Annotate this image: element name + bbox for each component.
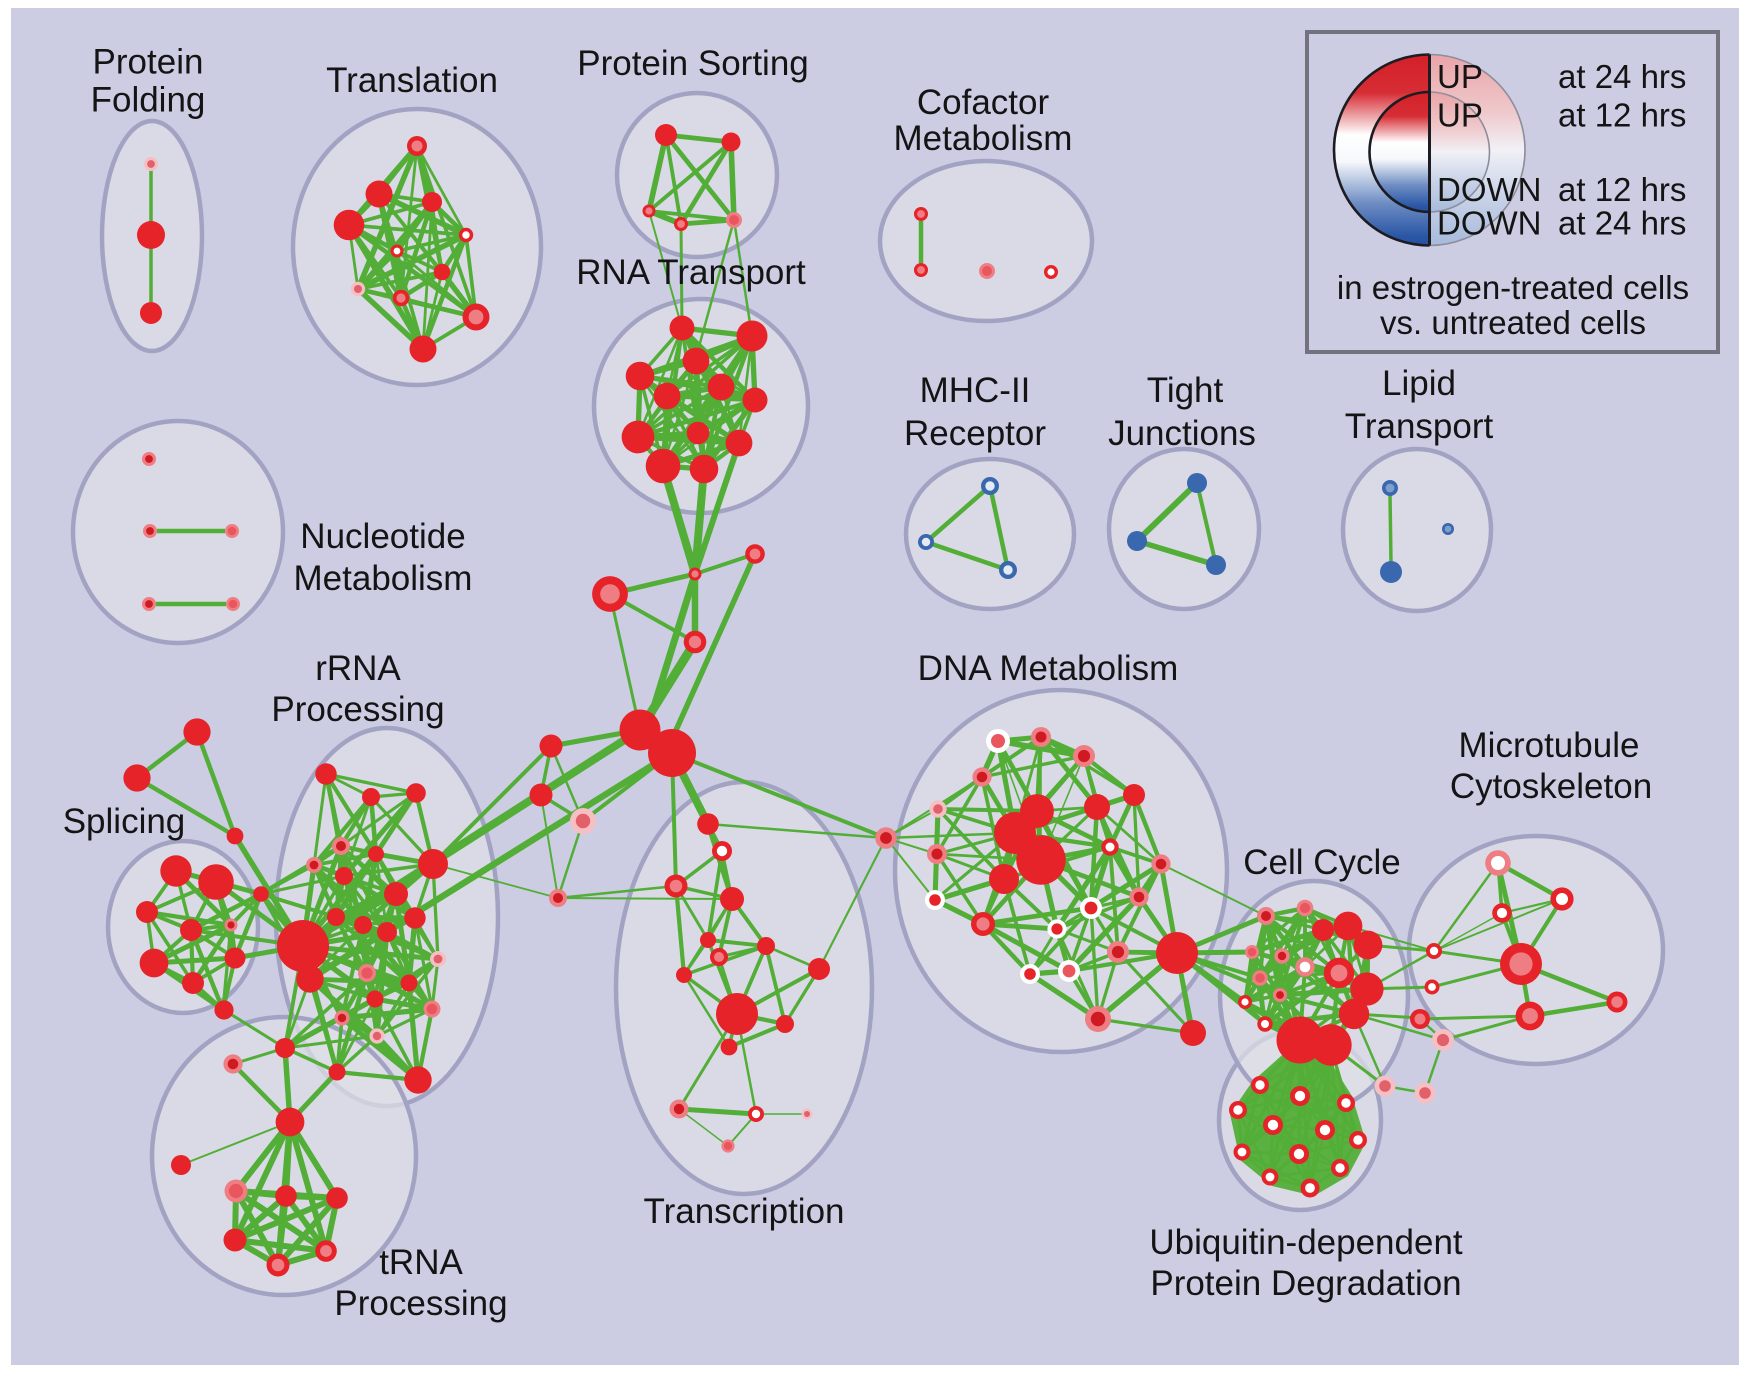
- svg-text:DNA Metabolism: DNA Metabolism: [918, 649, 1179, 688]
- svg-text:UP: UP: [1437, 97, 1483, 134]
- svg-text:Protein Sorting: Protein Sorting: [577, 44, 809, 83]
- svg-text:at 24 hrs: at 24 hrs: [1558, 205, 1686, 242]
- svg-text:Processing: Processing: [334, 1284, 507, 1323]
- svg-text:Processing: Processing: [271, 690, 444, 729]
- svg-text:at 12 hrs: at 12 hrs: [1558, 97, 1686, 134]
- svg-text:Cytoskeleton: Cytoskeleton: [1450, 767, 1652, 806]
- svg-text:Protein: Protein: [93, 43, 204, 82]
- svg-text:Splicing: Splicing: [63, 802, 186, 841]
- svg-text:at 24 hrs: at 24 hrs: [1558, 58, 1686, 95]
- svg-text:Folding: Folding: [91, 81, 206, 120]
- svg-text:Transport: Transport: [1345, 407, 1494, 446]
- svg-text:at 12 hrs: at 12 hrs: [1558, 171, 1686, 208]
- svg-text:Nucleotide: Nucleotide: [300, 517, 465, 556]
- svg-text:DOWN: DOWN: [1437, 171, 1541, 208]
- svg-text:Metabolism: Metabolism: [894, 119, 1073, 158]
- svg-text:rRNA: rRNA: [315, 649, 401, 688]
- svg-text:UP: UP: [1437, 58, 1483, 95]
- svg-text:Transcription: Transcription: [644, 1192, 845, 1231]
- svg-text:RNA Transport: RNA Transport: [576, 253, 806, 292]
- svg-text:tRNA: tRNA: [379, 1243, 463, 1282]
- svg-text:Cell Cycle: Cell Cycle: [1243, 843, 1401, 882]
- svg-text:Junctions: Junctions: [1108, 414, 1256, 453]
- svg-text:DOWN: DOWN: [1437, 205, 1541, 242]
- svg-text:Receptor: Receptor: [904, 414, 1046, 453]
- svg-text:in estrogen-treated cells: in estrogen-treated cells: [1337, 269, 1689, 306]
- svg-text:MHC-II: MHC-II: [920, 371, 1031, 410]
- svg-text:Tight: Tight: [1147, 371, 1224, 410]
- svg-text:Cofactor: Cofactor: [917, 83, 1050, 122]
- svg-text:Microtubule: Microtubule: [1459, 726, 1640, 765]
- svg-text:Metabolism: Metabolism: [294, 559, 473, 598]
- svg-text:Protein Degradation: Protein Degradation: [1150, 1264, 1461, 1303]
- svg-text:Lipid: Lipid: [1382, 364, 1456, 403]
- svg-text:Ubiquitin-dependent: Ubiquitin-dependent: [1149, 1223, 1463, 1262]
- svg-text:vs. untreated cells: vs. untreated cells: [1380, 304, 1646, 341]
- svg-text:Translation: Translation: [326, 61, 498, 100]
